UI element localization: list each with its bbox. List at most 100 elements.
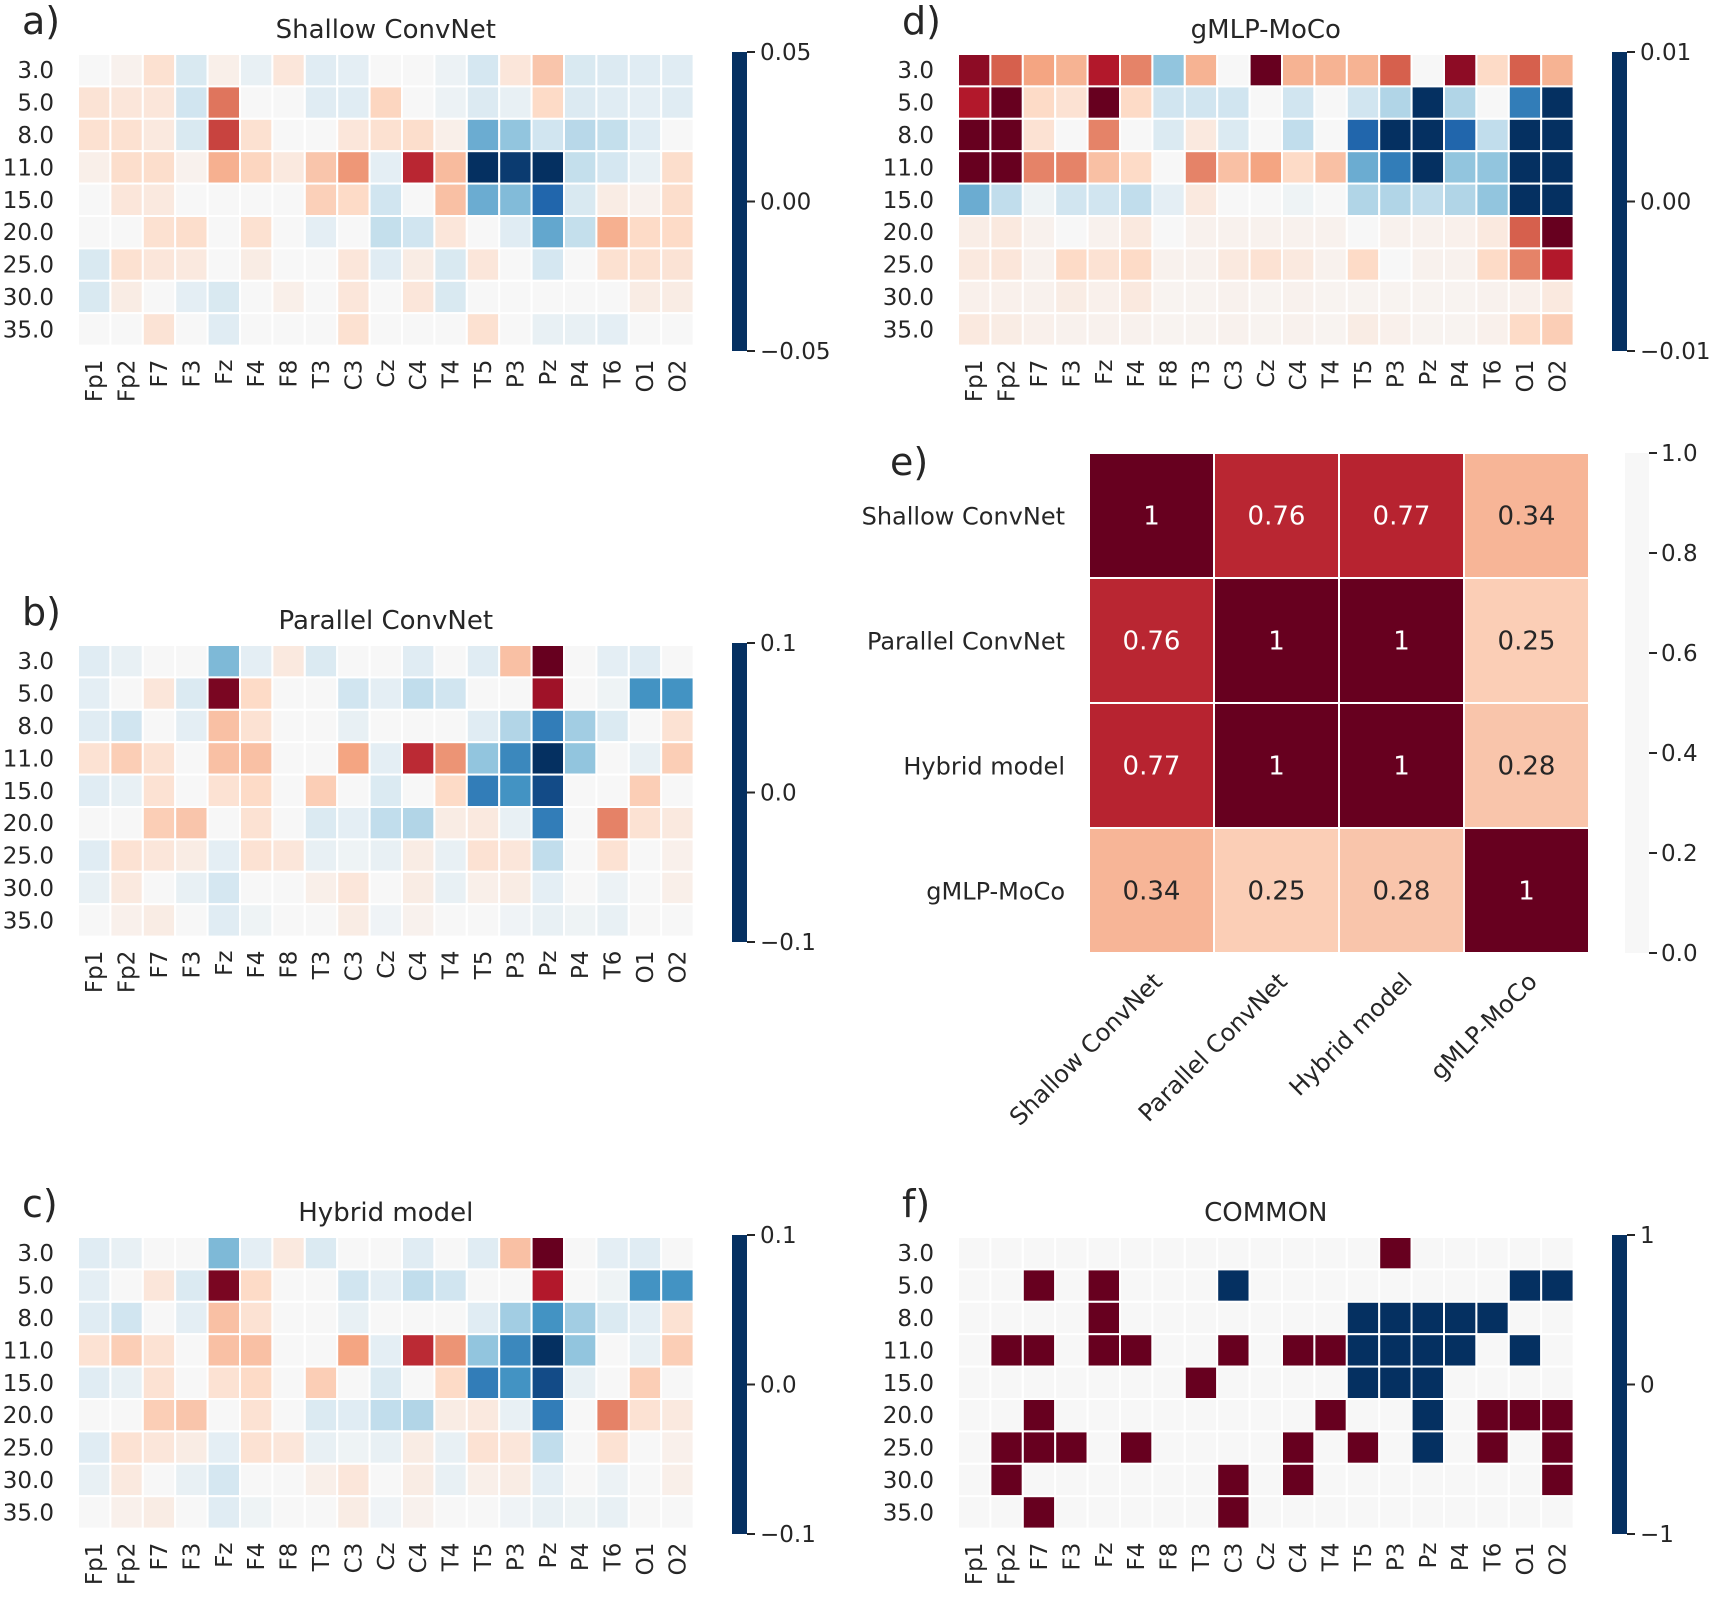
heatmap-cell xyxy=(174,182,209,218)
heatmap-cell xyxy=(174,53,209,88)
heatmap-cell xyxy=(77,85,112,120)
heatmap-cell xyxy=(336,85,371,120)
heatmap-cell xyxy=(465,1430,501,1465)
x-tick-label: F3 xyxy=(1059,360,1085,388)
heatmap-cell xyxy=(465,741,501,776)
heatmap-cell xyxy=(465,1268,501,1303)
heatmap-cell xyxy=(563,117,598,153)
heatmap-cell xyxy=(271,708,306,744)
heatmap-cell xyxy=(530,279,565,315)
heatmap-cell xyxy=(1540,1365,1575,1400)
heatmap-cell xyxy=(174,150,209,185)
heatmap-cell xyxy=(498,1462,533,1498)
heatmap-cell xyxy=(271,676,306,711)
heatmap-cell xyxy=(530,1365,565,1400)
heatmap-cell xyxy=(336,870,371,906)
heatmap-cell xyxy=(627,1398,663,1433)
heatmap-cell xyxy=(1216,1365,1251,1400)
heatmap-cell xyxy=(595,182,630,218)
heatmap-cell xyxy=(1475,312,1510,347)
heatmap-cell xyxy=(401,117,436,153)
heatmap-cell xyxy=(303,53,339,88)
heatmap-cell xyxy=(433,312,468,347)
heatmap-cell xyxy=(498,741,533,776)
heatmap-cell xyxy=(563,1430,598,1465)
heatmap-cell xyxy=(1119,1365,1154,1400)
heatmap-cell xyxy=(239,150,274,185)
heatmap-cell xyxy=(627,150,663,185)
heatmap-cell xyxy=(77,1462,112,1498)
heatmap-cell xyxy=(1021,53,1057,88)
heatmap-cell xyxy=(498,644,533,679)
heatmap-cell xyxy=(141,903,177,938)
row-label: Shallow ConvNet xyxy=(862,503,1065,531)
heatmap-cell xyxy=(627,741,663,776)
heatmap-cell xyxy=(401,1268,436,1303)
heatmap-cell xyxy=(336,247,371,282)
heatmap-cell xyxy=(368,1398,404,1433)
heatmap-cell xyxy=(660,150,695,185)
heatmap-cell xyxy=(1086,1333,1121,1368)
heatmap-cell xyxy=(498,85,533,120)
heatmap-cell xyxy=(206,644,242,679)
heatmap-cell xyxy=(141,1333,177,1368)
heatmap-cell xyxy=(1119,312,1154,347)
heatmap-cell xyxy=(239,1462,274,1498)
heatmap-cell xyxy=(530,1495,565,1530)
heatmap-cell xyxy=(1086,279,1121,315)
heatmap-cell xyxy=(1313,215,1348,250)
heatmap-cell xyxy=(1216,150,1251,185)
x-tick-label: Pz xyxy=(536,1543,562,1569)
heatmap-cell xyxy=(1475,1495,1510,1530)
heatmap-cell xyxy=(433,182,468,218)
heatmap-cell xyxy=(336,53,371,88)
x-tick-label: F7 xyxy=(147,951,173,979)
heatmap-cell xyxy=(1507,1365,1543,1400)
heatmap-cell xyxy=(1313,150,1348,185)
heatmap-cell xyxy=(595,1462,630,1498)
heatmap-cell xyxy=(1475,1300,1510,1336)
heatmap-cell xyxy=(141,247,177,282)
heatmap-cell xyxy=(174,708,209,744)
x-tick-label: O1 xyxy=(1513,1543,1539,1576)
y-tick-label: 20.0 xyxy=(883,220,934,246)
heatmap-cell xyxy=(141,279,177,315)
heatmap-cell xyxy=(1443,215,1478,250)
heatmap-cell xyxy=(1216,1495,1251,1530)
heatmap-cell xyxy=(1475,1236,1510,1271)
heatmap-cell xyxy=(563,215,598,250)
heatmap-cell xyxy=(957,1398,992,1433)
heatmap-cell xyxy=(595,1300,630,1336)
heatmap-cell xyxy=(1475,182,1510,218)
y-tick-label: 30.0 xyxy=(883,1468,934,1494)
heatmap-cell xyxy=(109,53,144,88)
heatmap-cell xyxy=(660,247,695,282)
heatmap-cell xyxy=(303,644,339,679)
y-tick-label: 3.0 xyxy=(897,1241,934,1267)
heatmap-cell xyxy=(1313,312,1348,347)
heatmap-cell xyxy=(595,708,630,744)
heatmap-cell xyxy=(1054,1495,1089,1530)
heatmap-cell xyxy=(1151,1268,1186,1303)
x-tick-label: C4 xyxy=(406,360,432,391)
x-tick-label: Cz xyxy=(1254,360,1280,388)
heatmap-cell xyxy=(77,806,112,841)
heatmap-cell xyxy=(1119,53,1154,88)
heatmap-cell xyxy=(303,1365,339,1400)
y-tick-label: 25.0 xyxy=(883,1436,934,1462)
heatmap-cell xyxy=(1313,117,1348,153)
heatmap-cell xyxy=(239,312,274,347)
heatmap-cell xyxy=(1313,85,1348,120)
heatmap-cell xyxy=(989,1398,1024,1433)
heatmap-cell xyxy=(1021,1495,1057,1530)
heatmap-cell xyxy=(1313,247,1348,282)
heatmap-cell xyxy=(989,1333,1024,1368)
heatmap-cell xyxy=(109,1430,144,1465)
heatmap-cell xyxy=(530,312,565,347)
heatmap-cell xyxy=(1443,312,1478,347)
panel-letter: d) xyxy=(902,0,941,43)
heatmap-cell xyxy=(368,903,404,938)
heatmap-cell xyxy=(563,708,598,744)
heatmap-cell xyxy=(433,773,468,808)
y-tick-label: 5.0 xyxy=(17,91,54,117)
